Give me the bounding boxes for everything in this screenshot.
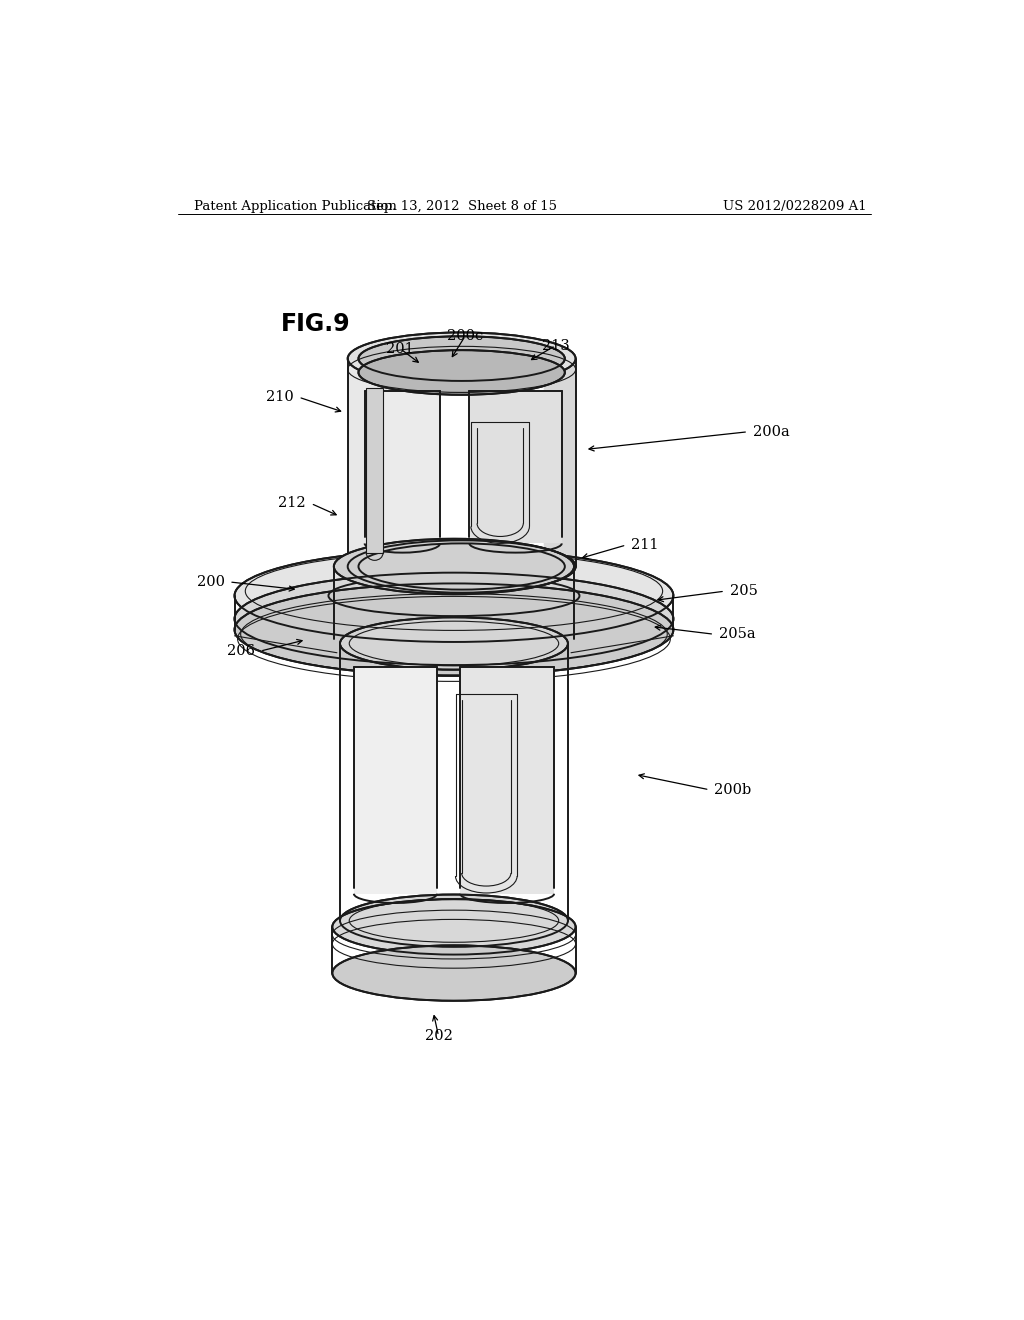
Text: US 2012/0228209 A1: US 2012/0228209 A1 bbox=[724, 199, 867, 213]
Polygon shape bbox=[367, 388, 383, 553]
Text: 202: 202 bbox=[425, 1030, 453, 1043]
Ellipse shape bbox=[348, 333, 575, 385]
Text: 200c: 200c bbox=[447, 329, 483, 342]
Ellipse shape bbox=[234, 583, 674, 676]
Text: 211: 211 bbox=[631, 539, 658, 552]
Ellipse shape bbox=[348, 540, 575, 593]
Text: 205a: 205a bbox=[719, 627, 756, 642]
Ellipse shape bbox=[358, 337, 565, 381]
Polygon shape bbox=[544, 343, 575, 582]
Text: Patent Application Publication: Patent Application Publication bbox=[194, 199, 396, 213]
Text: 213: 213 bbox=[542, 338, 569, 352]
Polygon shape bbox=[469, 391, 562, 544]
Text: FIG.9: FIG.9 bbox=[281, 312, 350, 337]
Polygon shape bbox=[348, 345, 388, 581]
Text: 210: 210 bbox=[266, 391, 294, 404]
Ellipse shape bbox=[234, 573, 674, 665]
Ellipse shape bbox=[334, 539, 574, 594]
Polygon shape bbox=[460, 667, 554, 894]
Text: 200b: 200b bbox=[714, 783, 752, 797]
Polygon shape bbox=[354, 667, 437, 894]
Text: 205: 205 bbox=[730, 585, 758, 598]
Ellipse shape bbox=[333, 899, 575, 954]
Text: Sep. 13, 2012  Sheet 8 of 15: Sep. 13, 2012 Sheet 8 of 15 bbox=[367, 199, 557, 213]
Ellipse shape bbox=[333, 945, 575, 1001]
Text: 212: 212 bbox=[279, 496, 306, 511]
Ellipse shape bbox=[340, 895, 568, 946]
Text: 206: 206 bbox=[227, 644, 255, 659]
Text: 201: 201 bbox=[386, 342, 414, 355]
Polygon shape bbox=[365, 391, 440, 544]
Ellipse shape bbox=[358, 350, 565, 395]
Ellipse shape bbox=[340, 618, 568, 669]
Text: 200a: 200a bbox=[753, 425, 790, 438]
Ellipse shape bbox=[234, 549, 674, 642]
Text: 200: 200 bbox=[197, 576, 224, 589]
